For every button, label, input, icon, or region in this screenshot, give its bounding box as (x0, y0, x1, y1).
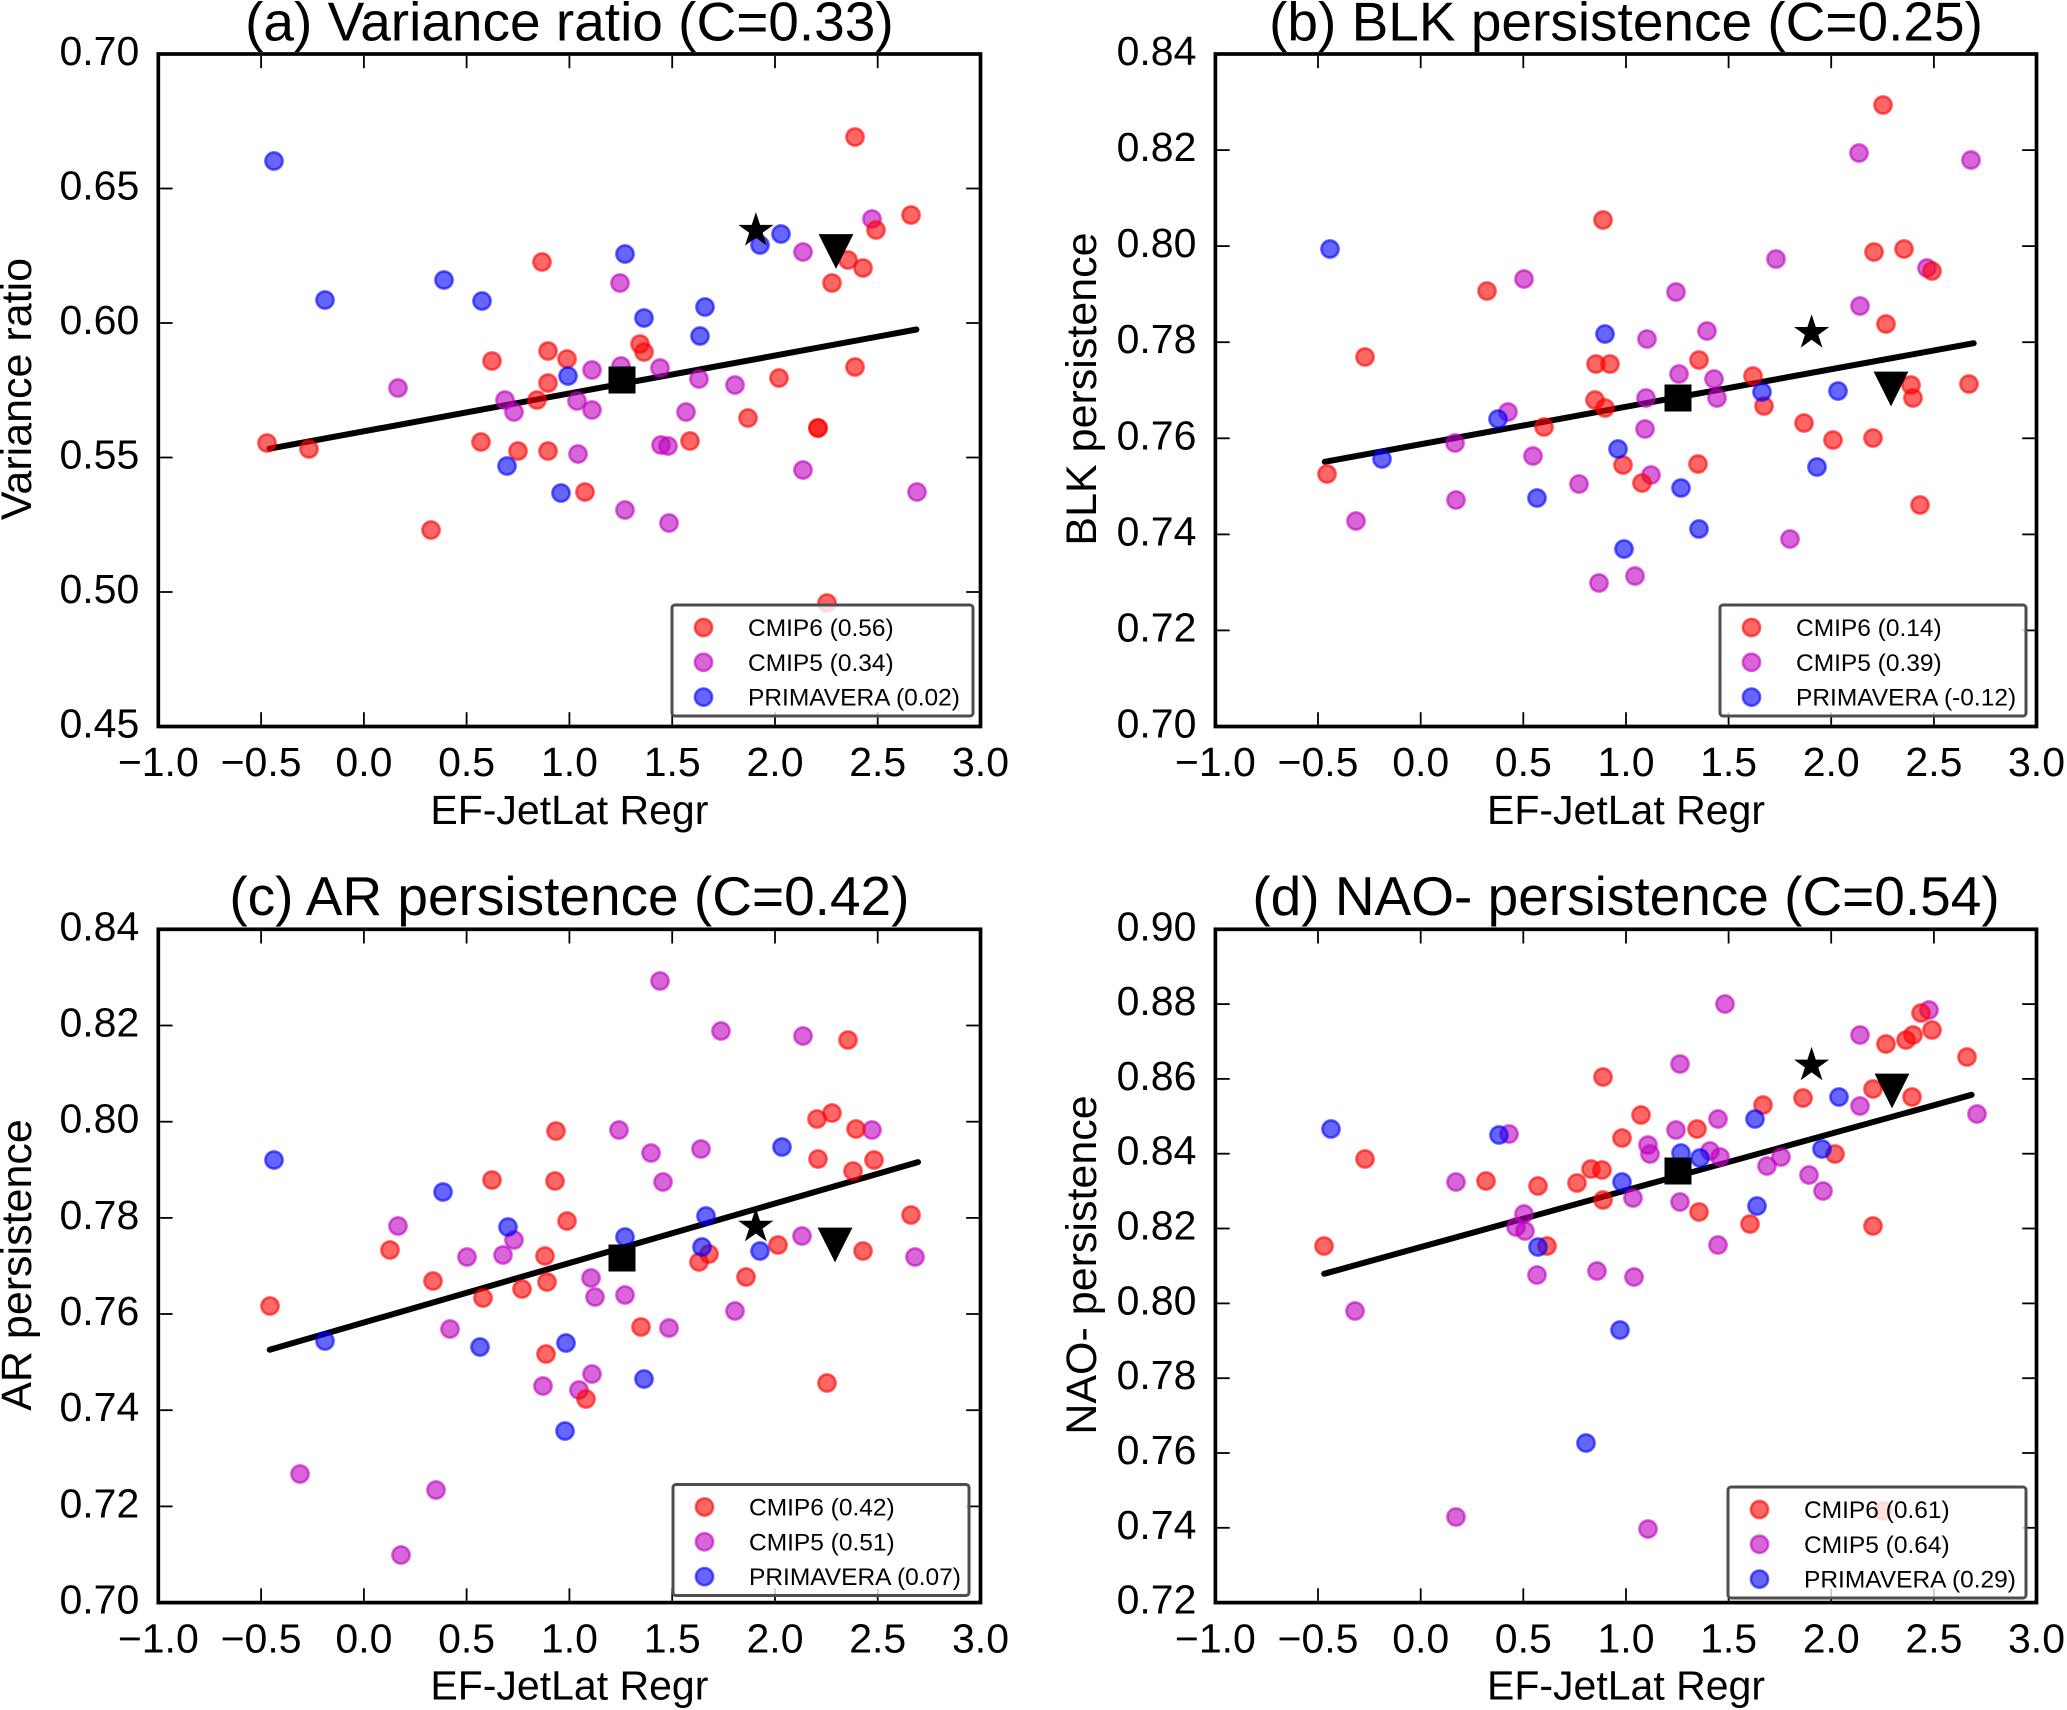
svg-text:Variance ratio: Variance ratio (0, 258, 41, 520)
svg-text:2.0: 2.0 (747, 1615, 804, 1661)
svg-text:1.5: 1.5 (644, 1615, 701, 1661)
svg-text:0.74: 0.74 (1117, 1502, 1197, 1548)
svg-text:0.72: 0.72 (1117, 1577, 1197, 1623)
svg-text:−0.5: −0.5 (221, 739, 302, 785)
svg-text:0.76: 0.76 (1117, 1427, 1197, 1473)
svg-text:2.5: 2.5 (1905, 1615, 1962, 1661)
svg-text:(d) NAO- persistence (C=0.54): (d) NAO- persistence (C=0.54) (1252, 865, 1999, 927)
svg-text:CMIP5 (0.39): CMIP5 (0.39) (1796, 650, 1942, 677)
svg-text:0.50: 0.50 (59, 566, 139, 612)
svg-text:0.74: 0.74 (59, 1384, 139, 1430)
svg-text:0.80: 0.80 (59, 1096, 139, 1142)
svg-text:AR persistence: AR persistence (0, 1119, 41, 1411)
svg-text:PRIMAVERA (0.02): PRIMAVERA (0.02) (748, 685, 960, 712)
svg-text:CMIP6 (0.61): CMIP6 (0.61) (1804, 1497, 1950, 1524)
svg-text:0.5: 0.5 (1495, 1615, 1552, 1661)
svg-text:PRIMAVERA (-0.12): PRIMAVERA (-0.12) (1796, 685, 2016, 712)
svg-text:2.5: 2.5 (849, 739, 906, 785)
svg-text:2.5: 2.5 (1905, 739, 1962, 785)
svg-text:0.5: 0.5 (438, 1615, 495, 1661)
svg-text:PRIMAVERA (0.07): PRIMAVERA (0.07) (749, 1564, 961, 1591)
svg-text:1.0: 1.0 (1598, 1615, 1655, 1661)
svg-text:0.80: 0.80 (1117, 220, 1197, 266)
svg-text:1.5: 1.5 (644, 739, 701, 785)
svg-text:PRIMAVERA (0.29): PRIMAVERA (0.29) (1804, 1567, 2016, 1594)
svg-text:EF-JetLat Regr: EF-JetLat Regr (430, 787, 708, 833)
svg-text:2.0: 2.0 (747, 739, 804, 785)
svg-text:2.5: 2.5 (849, 1615, 906, 1661)
svg-text:3.0: 3.0 (952, 1615, 1009, 1661)
svg-text:2.0: 2.0 (1803, 739, 1860, 785)
svg-text:0.55: 0.55 (59, 432, 139, 478)
svg-text:CMIP5 (0.34): CMIP5 (0.34) (748, 650, 894, 677)
svg-text:1.0: 1.0 (541, 739, 598, 785)
svg-text:0.76: 0.76 (59, 1288, 139, 1334)
svg-text:EF-JetLat Regr: EF-JetLat Regr (1487, 787, 1765, 833)
svg-text:−1.0: −1.0 (118, 739, 199, 785)
svg-text:CMIP6 (0.56): CMIP6 (0.56) (748, 615, 894, 642)
svg-text:−0.5: −0.5 (1278, 1615, 1359, 1661)
svg-text:0.74: 0.74 (1117, 508, 1197, 554)
svg-text:0.70: 0.70 (59, 1577, 139, 1623)
svg-text:0.78: 0.78 (1117, 316, 1197, 362)
svg-text:0.84: 0.84 (1117, 1128, 1197, 1174)
svg-text:0.0: 0.0 (1392, 1615, 1449, 1661)
svg-text:CMIP5 (0.51): CMIP5 (0.51) (749, 1529, 895, 1556)
svg-text:1.5: 1.5 (1700, 1615, 1757, 1661)
svg-text:−1.0: −1.0 (1175, 739, 1256, 785)
svg-text:0.80: 0.80 (1117, 1277, 1197, 1323)
svg-text:0.45: 0.45 (59, 701, 139, 747)
svg-text:0.0: 0.0 (335, 1615, 392, 1661)
svg-text:0.88: 0.88 (1117, 978, 1197, 1024)
svg-text:0.76: 0.76 (1117, 412, 1197, 458)
svg-text:0.78: 0.78 (59, 1192, 139, 1238)
svg-text:−0.5: −0.5 (1278, 739, 1359, 785)
svg-text:(c) AR persistence (C=0.42): (c) AR persistence (C=0.42) (229, 865, 909, 927)
svg-text:EF-JetLat Regr: EF-JetLat Regr (1487, 1663, 1765, 1709)
svg-text:0.5: 0.5 (438, 739, 495, 785)
svg-text:−1.0: −1.0 (1175, 1615, 1256, 1661)
svg-text:0.60: 0.60 (59, 297, 139, 343)
svg-text:0.86: 0.86 (1117, 1053, 1197, 1099)
svg-text:3.0: 3.0 (952, 739, 1009, 785)
svg-text:(a) Variance ratio (C=0.33): (a) Variance ratio (C=0.33) (245, 0, 894, 53)
svg-text:0.72: 0.72 (59, 1480, 139, 1526)
svg-text:BLK persistence: BLK persistence (1058, 232, 1106, 545)
svg-text:0.5: 0.5 (1495, 739, 1552, 785)
svg-text:0.70: 0.70 (1117, 701, 1197, 747)
svg-text:3.0: 3.0 (2008, 1615, 2065, 1661)
svg-text:0.84: 0.84 (1117, 28, 1197, 74)
svg-text:0.0: 0.0 (335, 739, 392, 785)
svg-text:1.5: 1.5 (1700, 739, 1757, 785)
svg-text:0.90: 0.90 (1117, 903, 1197, 949)
svg-text:0.65: 0.65 (59, 163, 139, 209)
svg-text:0.82: 0.82 (59, 1000, 139, 1046)
svg-text:0.84: 0.84 (59, 903, 139, 949)
svg-text:−1.0: −1.0 (118, 1615, 199, 1661)
svg-text:0.70: 0.70 (59, 28, 139, 74)
svg-text:EF-JetLat Regr: EF-JetLat Regr (430, 1663, 708, 1709)
svg-text:2.0: 2.0 (1803, 1615, 1860, 1661)
svg-text:CMIP5 (0.64): CMIP5 (0.64) (1804, 1532, 1950, 1559)
svg-text:0.78: 0.78 (1117, 1352, 1197, 1398)
svg-text:CMIP6 (0.42): CMIP6 (0.42) (749, 1495, 895, 1522)
svg-text:1.0: 1.0 (1598, 739, 1655, 785)
svg-text:3.0: 3.0 (2008, 739, 2065, 785)
svg-text:(b) BLK persistence (C=0.25): (b) BLK persistence (C=0.25) (1269, 0, 1983, 53)
svg-text:1.0: 1.0 (541, 1615, 598, 1661)
svg-text:0.0: 0.0 (1392, 739, 1449, 785)
svg-text:NAO- persistence: NAO- persistence (1058, 1095, 1106, 1434)
svg-text:0.82: 0.82 (1117, 1203, 1197, 1249)
svg-text:−0.5: −0.5 (221, 1615, 302, 1661)
svg-text:0.82: 0.82 (1117, 124, 1197, 170)
svg-text:CMIP6 (0.14): CMIP6 (0.14) (1796, 615, 1942, 642)
svg-text:0.72: 0.72 (1117, 604, 1197, 650)
